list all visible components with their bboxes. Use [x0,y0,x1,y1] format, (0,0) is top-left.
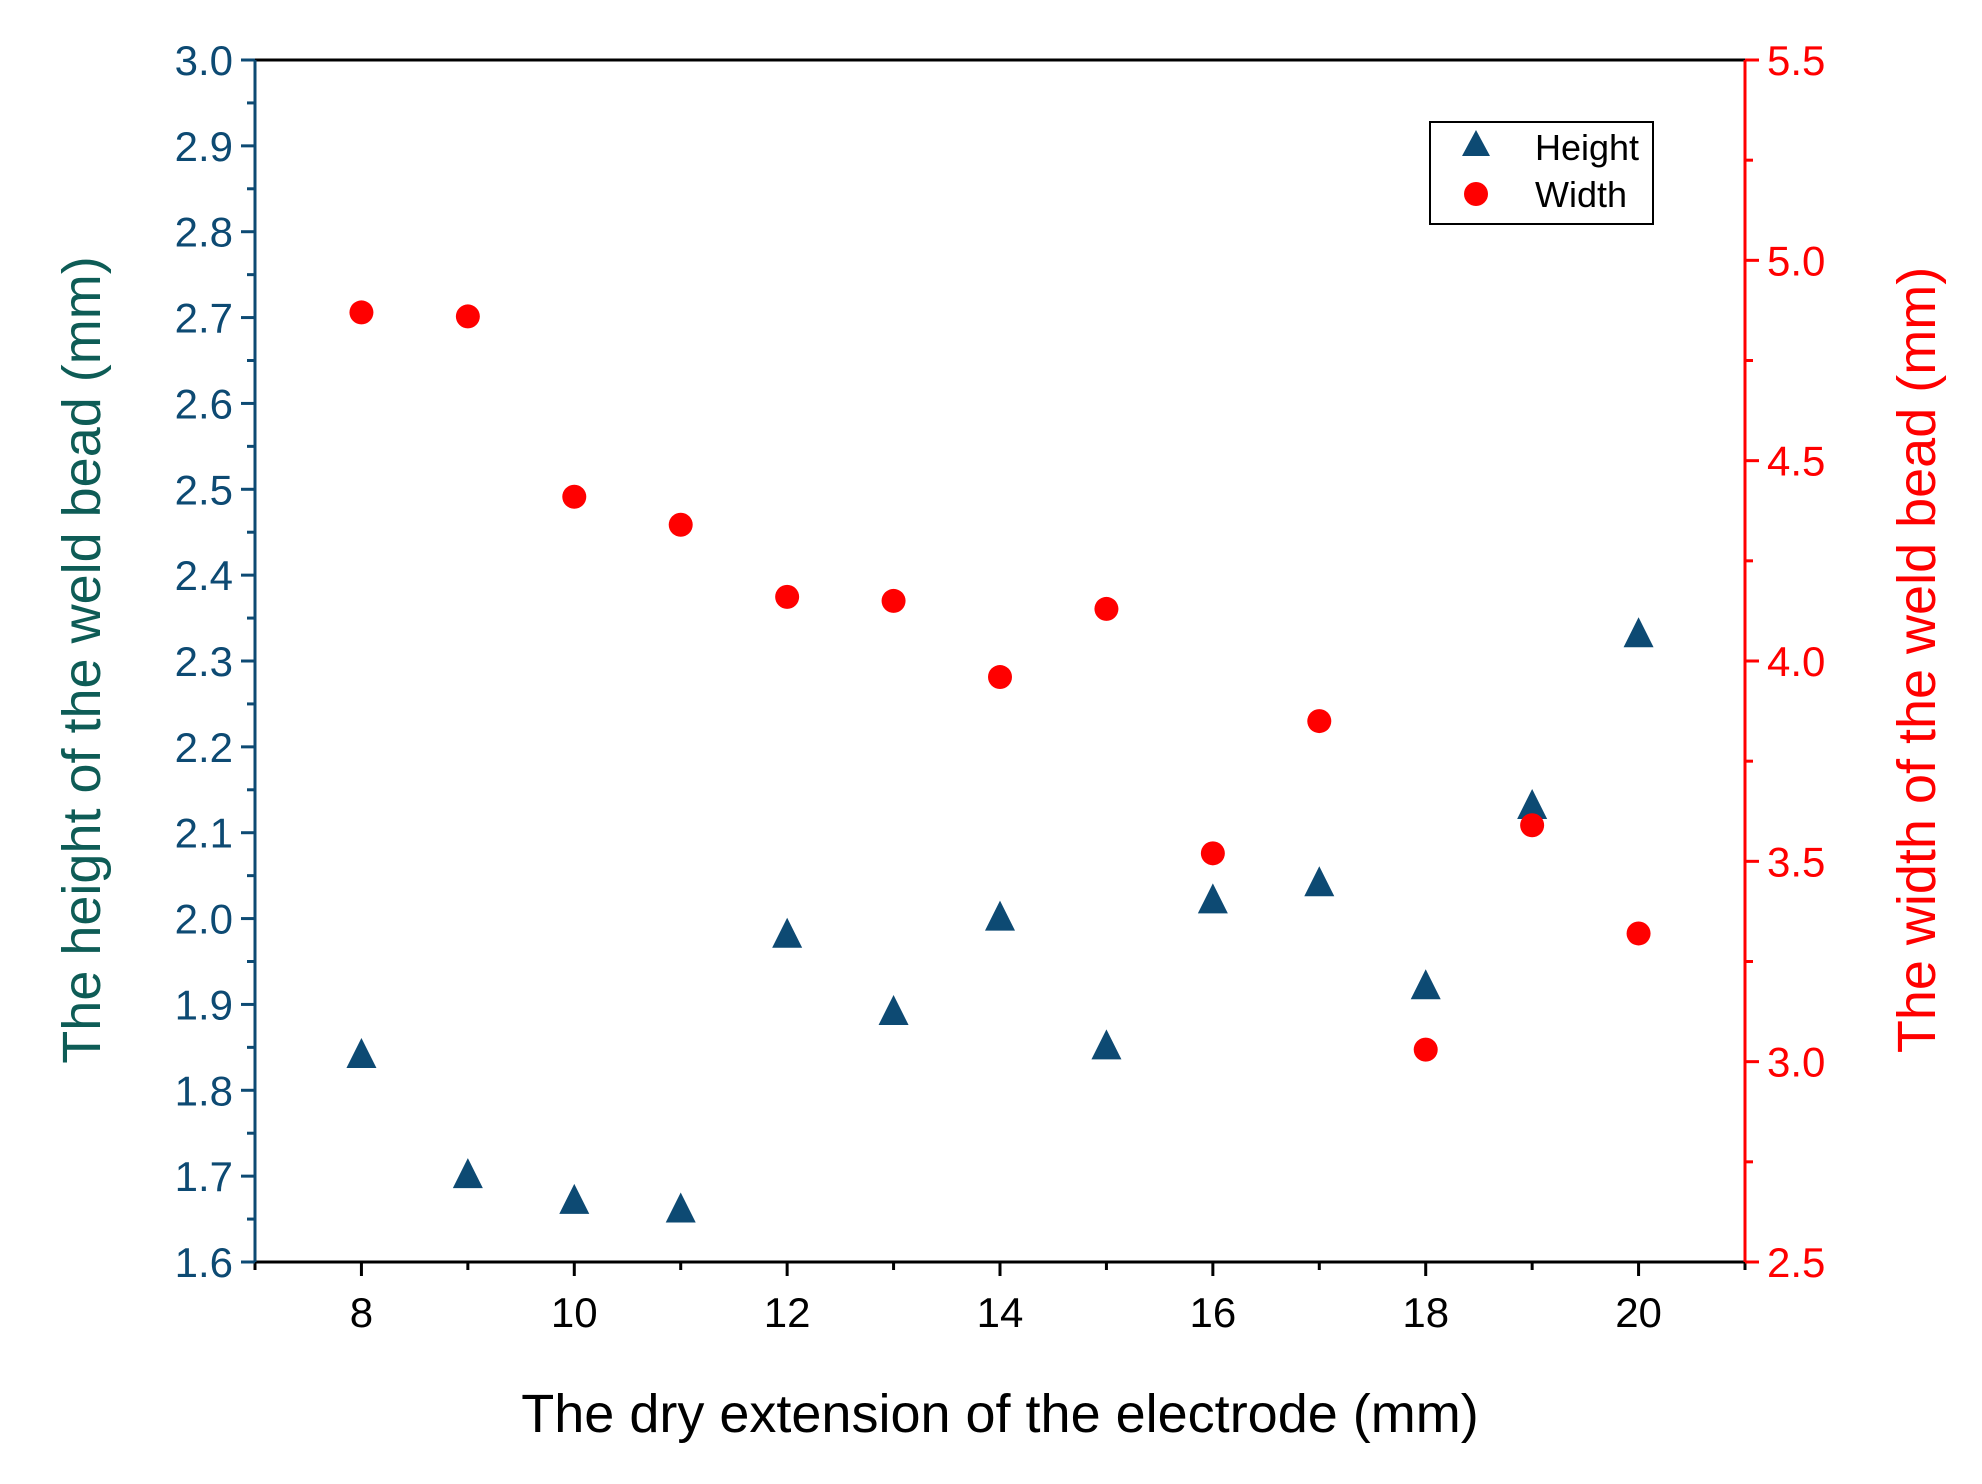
legend-box [1429,121,1654,225]
width-point [1307,709,1332,734]
x-tick-label: 14 [977,1289,1024,1336]
x-tick-label: 12 [764,1289,811,1336]
height-point [559,1183,590,1214]
y-left-tick-label: 3.0 [175,37,233,84]
width-point [455,304,480,329]
width-point [1200,841,1225,866]
width-point [1413,1037,1438,1062]
height-point [772,917,803,948]
legend-width-label: Width [1535,174,1627,215]
width-point [1094,596,1119,621]
legend: Height Width [1429,121,1654,225]
width-point [881,588,906,613]
width-point [349,300,374,325]
height-point [1410,969,1441,1000]
width-point [668,512,693,537]
height-point [346,1037,377,1068]
x-tick-label: 10 [551,1289,598,1336]
height-point [1091,1029,1122,1060]
width-point [1626,921,1651,946]
height-point [1623,617,1654,648]
x-tick-label: 18 [1402,1289,1449,1336]
legend-height-label: Height [1535,127,1639,168]
width-point [562,484,587,509]
ticks-group: 8 10 12 14 16 18 20 1.6 1.7 1.8 1.9 2.0 2.1 2.2 2.3 2.4… [175,37,1826,1336]
x-tick-label: 8 [350,1289,373,1336]
width-point [988,665,1012,690]
y-left-tick-label: 2.8 [175,209,233,256]
y-left-tick-label: 2.2 [175,724,233,771]
height-point [452,1158,483,1189]
y-right-tick-label: 3.0 [1767,1039,1825,1086]
y-left-tick-label: 1.8 [175,1067,233,1114]
height-point [878,995,909,1026]
x-axis-label: The dry extension of the electrode (mm) [521,1384,1478,1444]
y-left-tick-label: 2.5 [175,466,233,513]
legend-width-marker [1464,182,1488,206]
y-left-tick-label: 2.6 [175,380,233,427]
height-point [665,1192,696,1223]
y-right-tick-label: 4.5 [1767,438,1825,485]
height-point [1304,866,1335,897]
y-axis-left-label: The height of the weld bead (mm) [52,256,112,1063]
y-right-tick-label: 5.5 [1767,37,1825,84]
height-point [1517,788,1548,819]
height-point [1197,883,1228,914]
y-left-tick-label: 1.7 [175,1153,233,1200]
y-right-tick-label: 4.0 [1767,638,1825,685]
data-marks-group [346,300,1654,1223]
y-left-tick-label: 2.4 [175,552,233,599]
y-left-tick-label: 2.0 [175,896,233,943]
y-left-tick-label: 1.9 [175,981,233,1028]
height-point [985,900,1015,931]
y-right-tick-label: 3.5 [1767,838,1825,885]
y-left-tick-label: 2.3 [175,638,233,685]
y-right-tick-label: 5.0 [1767,237,1825,284]
y-left-tick-label: 2.9 [175,123,233,170]
width-point [775,584,800,609]
y-left-tick-label: 1.6 [175,1239,233,1286]
y-axis-right-label: The width of the weld bead (mm) [1887,267,1947,1053]
y-left-tick-label: 2.1 [175,810,233,857]
axes-group [253,58,1747,1264]
x-tick-label: 16 [1189,1289,1236,1336]
y-right-tick-label: 2.5 [1767,1239,1825,1286]
legend-height-marker [1462,130,1490,156]
y-left-tick-label: 2.7 [175,295,233,342]
x-tick-label: 20 [1615,1289,1662,1336]
width-point [1520,813,1545,838]
